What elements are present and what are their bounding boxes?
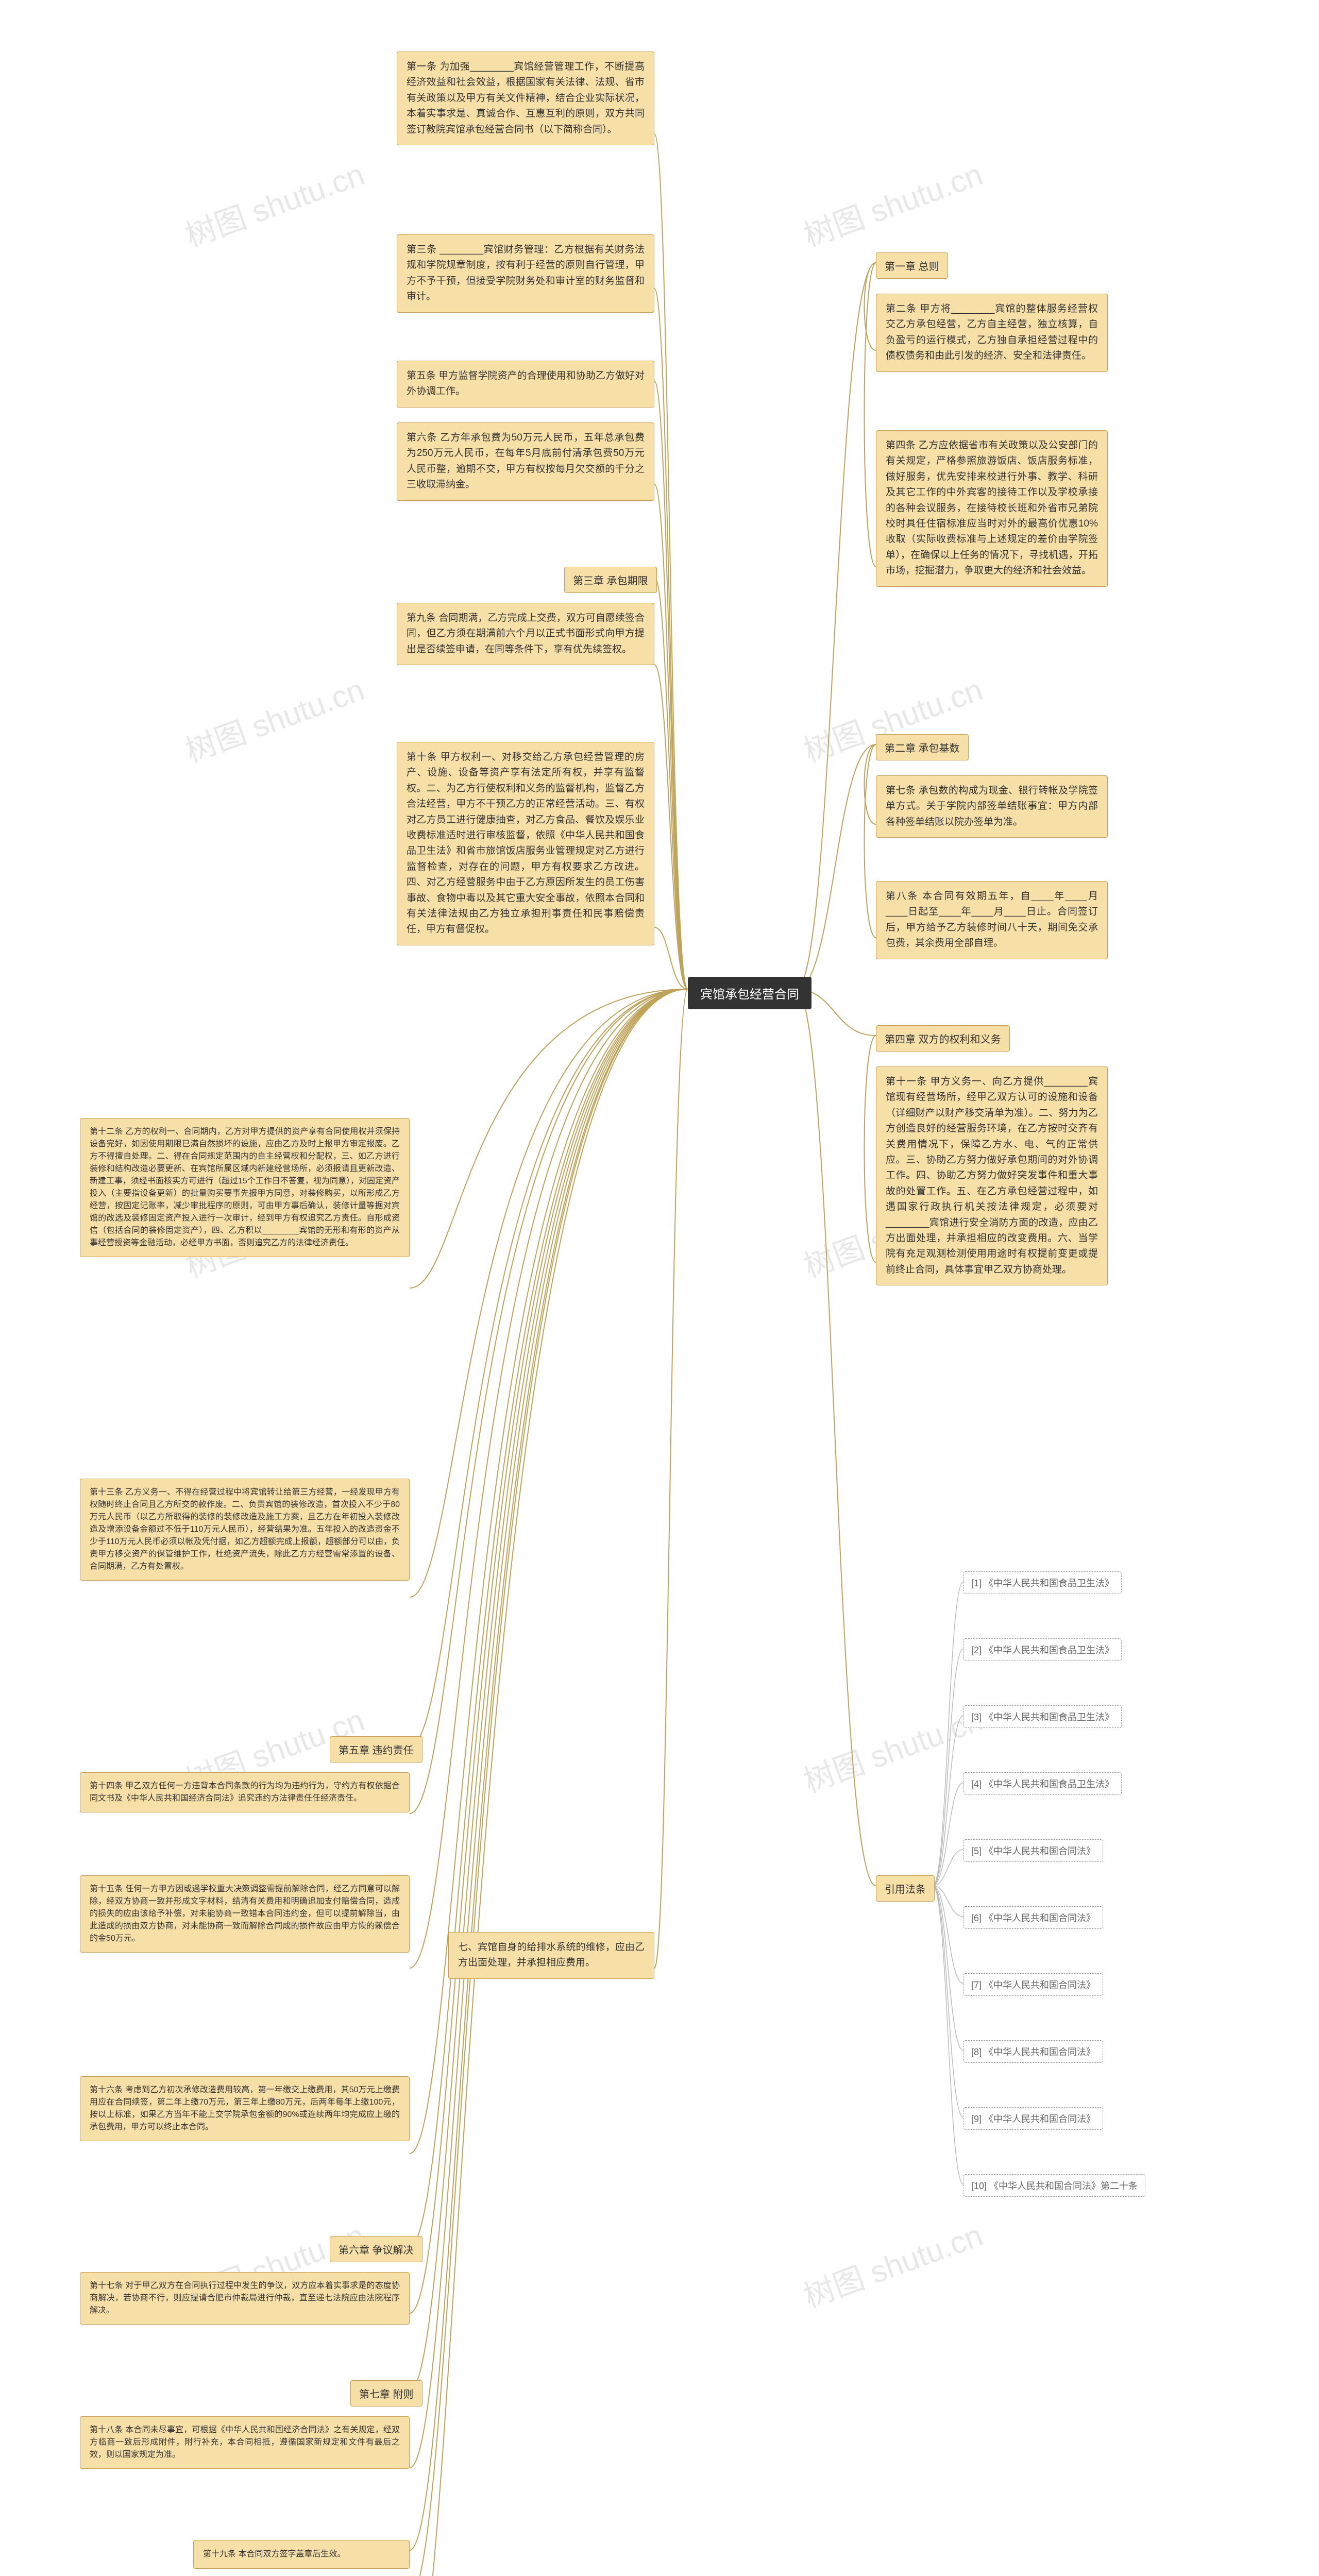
article-5: 第五条 甲方监督学院资产的合理使用和协助乙方做好对外协调工作。 <box>397 361 654 408</box>
article-15: 第十五条 任何一方甲方因或遇学校重大决策调整需提前解除合同，经乙方同意可以解除，… <box>80 1875 410 1953</box>
refs-title: 引用法条 <box>876 1875 935 1902</box>
ref-item-9: [9] 《中华人民共和国合同法》 <box>963 2107 1103 2130</box>
article-14: 第十四条 甲乙双方任何一方违背本合同条款的行为均为违约行为，守约方有权依据合同文… <box>80 1772 410 1812</box>
chapter-5: 第五章 违约责任 <box>330 1736 422 1762</box>
watermark: 树图 shutu.cn <box>797 149 988 256</box>
article-13: 第十三条 乙方义务一、不得在经营过程中将宾馆转让给第三方经营，一经发现甲方有权随… <box>80 1479 410 1581</box>
article-8: 第八条 本合同有效期五年，自____年____月____日起至____年____… <box>876 881 1108 959</box>
chapter-7: 第七章 附则 <box>350 2380 422 2406</box>
article-9: 第九条 合同期满，乙方完成上交费，双方可自愿续签合同，但乙方须在期满前六个月以正… <box>397 603 654 665</box>
article-7: 第七条 承包数的构成为现金、银行转帐及学院签单方式。关于学院内部签单结账事宜：甲… <box>876 775 1108 838</box>
watermark: 树图 shutu.cn <box>178 149 369 256</box>
article-19: 第十九条 本合同双方签字盖章后生效。 <box>193 2540 410 2569</box>
ref-item-1: [1] 《中华人民共和国食品卫生法》 <box>963 1571 1122 1594</box>
ref-item-7: [7] 《中华人民共和国合同法》 <box>963 1973 1103 1996</box>
ref-item-2: [2] 《中华人民共和国食品卫生法》 <box>963 1638 1122 1661</box>
chapter-4: 第四章 双方的权利和义务 <box>876 1025 1010 1052</box>
chapter-1: 第一章 总则 <box>876 252 948 279</box>
article-18: 第十八条 本合同未尽事宜，可根据《中华人民共和国经济合同法》之有关规定，经双方临… <box>80 2416 410 2469</box>
ref-item-10: [10] 《中华人民共和国合同法》第二十条 <box>963 2174 1145 2197</box>
watermark: 树图 shutu.cn <box>797 1695 988 1801</box>
article-10: 第十条 甲方权利一、对移交给乙方承包经营管理的房产、设施、设备等资产享有法定所有… <box>397 742 654 945</box>
article-seven-sub: 七、宾馆自身的给排水系统的维修，应由乙方出面处理，并承担相应费用。 <box>448 1932 654 1979</box>
chapter-3: 第三章 承包期限 <box>564 567 657 593</box>
article-17: 第十七条 对于甲乙双方在合同执行过程中发生的争议，双方应本着实事求是的态度协商解… <box>80 2272 410 2325</box>
ref-item-4: [4] 《中华人民共和国食品卫生法》 <box>963 1772 1122 1795</box>
watermark: 树图 shutu.cn <box>797 2210 988 2316</box>
article-3: 第三条 ________宾馆财务管理：乙方根据有关财务法规和学院规章制度，按有利… <box>397 234 654 313</box>
ref-item-8: [8] 《中华人民共和国合同法》 <box>963 2040 1103 2063</box>
chapter-2: 第二章 承包基数 <box>876 734 969 760</box>
article-11: 第十一条 甲方义务一、向乙方提供________宾馆现有经营场所，经甲乙双方认可… <box>876 1066 1108 1285</box>
article-12: 第十二条 乙方的权利一、合同期内，乙方对甲方提供的资产享有合同使用权并须保持设备… <box>80 1118 410 1257</box>
ref-item-3: [3] 《中华人民共和国食品卫生法》 <box>963 1705 1122 1728</box>
ref-item-6: [6] 《中华人民共和国合同法》 <box>963 1906 1103 1929</box>
article-2: 第二条 甲方将________宾馆的整体服务经营权交乙方承包经营，乙方自主经营，… <box>876 294 1108 372</box>
watermark: 树图 shutu.cn <box>178 665 369 771</box>
article-1: 第一条 为加强________宾馆经营管理工作，不断提高经济效益和社会效益，根据… <box>397 52 654 145</box>
ref-item-5: [5] 《中华人民共和国合同法》 <box>963 1839 1103 1862</box>
article-16: 第十六条 考虑到乙方初次承修改造费用较高，第一年缴交上缴费用，其50万元上缴费用… <box>80 2076 410 2141</box>
chapter-6: 第六章 争议解决 <box>330 2236 422 2262</box>
article-6: 第六条 乙方年承包费为50万元人民币，五年总承包费为250万元人民币，在每年5月… <box>397 422 654 501</box>
root-node: 宾馆承包经营合同 <box>688 977 811 1009</box>
article-4: 第四条 乙方应依据省市有关政策以及公安部门的有关规定，严格参照旅游饭店、饭店服务… <box>876 430 1108 587</box>
